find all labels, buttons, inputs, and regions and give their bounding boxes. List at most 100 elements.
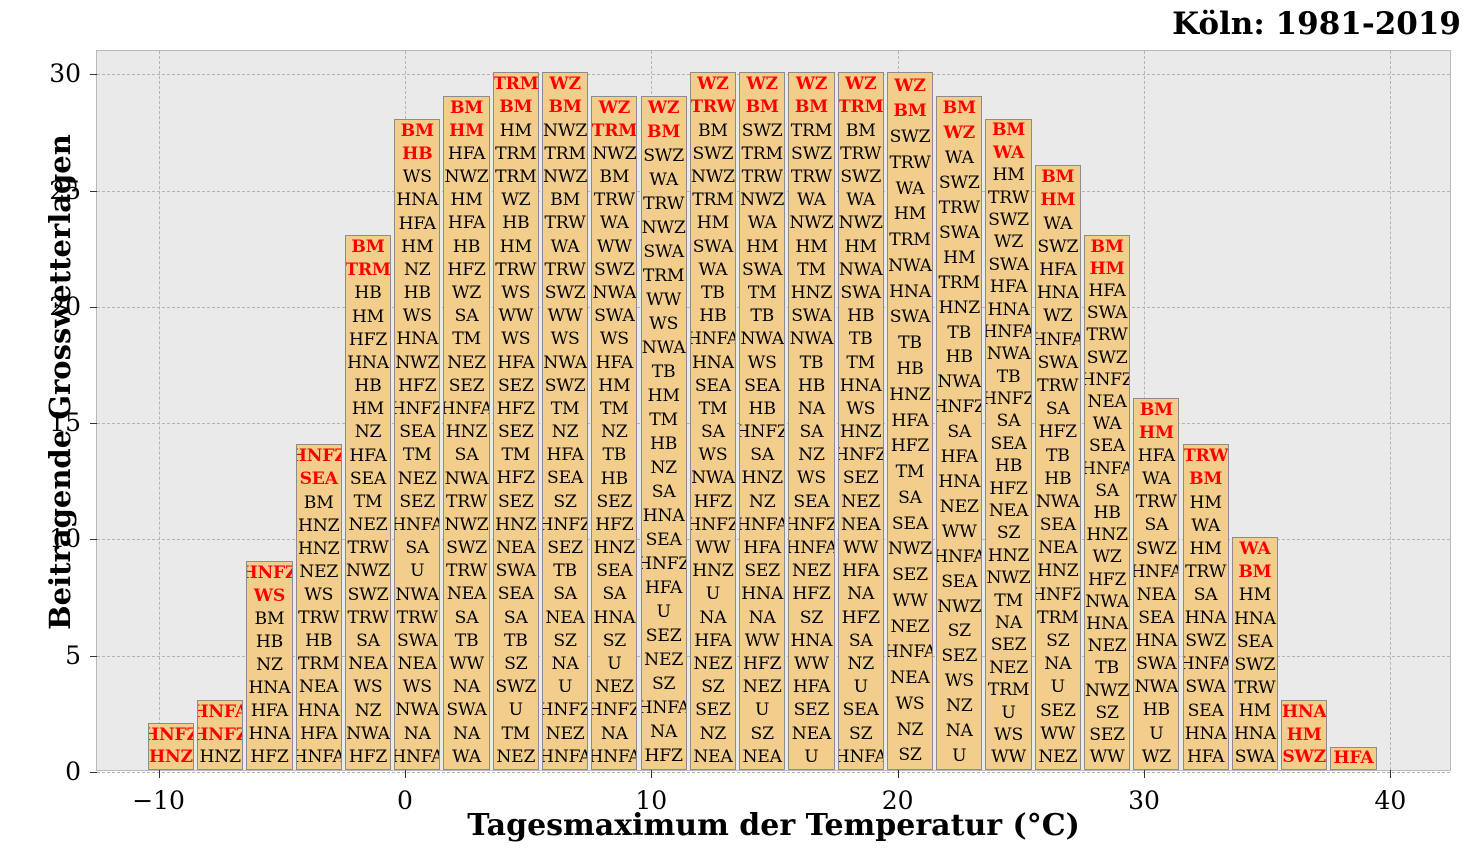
bar-segment-label: BM bbox=[794, 97, 829, 118]
bar-segment-label: HB bbox=[403, 283, 431, 304]
bar-segment-label: HM bbox=[499, 236, 532, 257]
x-gridline bbox=[158, 51, 160, 770]
bar-segment-label: BM bbox=[449, 97, 484, 118]
bar-segment-label: WA bbox=[895, 178, 925, 199]
bar-segment-label: HNA bbox=[642, 506, 685, 527]
bar-segment-label: SZ bbox=[750, 723, 775, 744]
bar-segment-label: HNFA bbox=[1133, 561, 1178, 582]
bar-segment-label: NZ bbox=[354, 700, 382, 721]
bar-segment-label: HFZ bbox=[693, 491, 733, 512]
bar-segment-label: NWA bbox=[1035, 491, 1080, 512]
bar-segment-label: HNFZ bbox=[247, 562, 291, 583]
x-tick-label: 40 bbox=[1374, 786, 1407, 815]
bar-segment-label: SA bbox=[947, 422, 972, 443]
bar-segment-label: SEZ bbox=[497, 491, 534, 512]
bar-segment-label: SA bbox=[799, 422, 824, 443]
bar-segment-label: NEZ bbox=[348, 515, 388, 536]
bar-segment-label: HNFZ bbox=[789, 514, 833, 535]
bar-segment-label: HFA bbox=[595, 352, 633, 373]
bar-segment-label: HNA bbox=[938, 471, 981, 492]
bar-segment-label: WZ bbox=[746, 74, 778, 95]
bar-segment-label: SWA bbox=[594, 306, 635, 327]
bar-segment-label: TM bbox=[550, 398, 580, 419]
bar-segment-label: HNA bbox=[987, 299, 1030, 320]
bar-segment-label: SA bbox=[1144, 515, 1169, 536]
x-tick-mark bbox=[897, 770, 899, 778]
bar-segment-label: TRW bbox=[1234, 677, 1276, 698]
bar-segment-label: WS bbox=[501, 329, 531, 350]
bar-segment-label: NWA bbox=[346, 723, 390, 744]
bar-segment-label: SZ bbox=[553, 491, 577, 512]
bar-segment-label: U bbox=[508, 700, 523, 721]
bar-segment-label: SWA bbox=[495, 561, 537, 582]
bar-segment-label: WW bbox=[449, 654, 484, 675]
bar-segment-label: BM bbox=[550, 190, 580, 211]
bar-segment-label: WW bbox=[498, 306, 534, 327]
bar-segment-label: WA bbox=[747, 213, 777, 234]
bar-segment-label: NA bbox=[995, 612, 1023, 633]
bar-segment-label: HM bbox=[1238, 700, 1271, 721]
bar-segment-label: HNA bbox=[839, 375, 882, 396]
bar-segment-label: WW bbox=[646, 290, 682, 311]
bar-segment-label: BM bbox=[1189, 469, 1223, 490]
bar-segment-label: TRW bbox=[889, 152, 931, 173]
bar-segment-label: SWZ bbox=[1037, 236, 1079, 257]
bar: WZ BM TRM SWZ TRW WA NWZ HM TM HNZ SWA NWA TB HB NA SA N… bbox=[788, 72, 835, 770]
bar-segment-label: HNA bbox=[248, 723, 291, 744]
bar: HNFZSEABMHNZHNZNEZWSTRWHBTRMNEAHNAHFAHNF… bbox=[295, 444, 342, 770]
bar-segment-label: HNZ bbox=[938, 297, 981, 318]
bar-segment-label: SEZ bbox=[497, 375, 534, 396]
bar-segment-label: HM bbox=[1238, 585, 1271, 606]
bar-segment-label: SWA bbox=[692, 236, 734, 257]
bar-segment-label: NWZ bbox=[789, 213, 834, 234]
bar-segment-label: HFZ bbox=[1038, 422, 1077, 443]
bar-segment-label: NWZ bbox=[444, 167, 489, 188]
bar-segment-label: NZ bbox=[748, 491, 776, 512]
bar-segment-label: WZ bbox=[697, 74, 729, 95]
bar-segment-label: HFZ bbox=[348, 746, 388, 767]
y-tick-label: 10 bbox=[49, 524, 81, 554]
bar-segment-label: NWZ bbox=[1085, 680, 1130, 701]
bar: HNFZWSBMHBNZHNAHFAHNAHFZ bbox=[246, 560, 293, 770]
bar-segment-label: TRW bbox=[1182, 446, 1229, 467]
bar-segment-label: HNZ bbox=[445, 422, 488, 443]
bar-segment-label: HNFA bbox=[295, 746, 341, 767]
bar-segment-label: TB bbox=[996, 366, 1021, 387]
bar-segment-label: HNFA bbox=[394, 514, 439, 535]
bar-segment-label: HNFA bbox=[591, 746, 636, 767]
bar-segment-label: NWZ bbox=[690, 167, 735, 187]
bar-segment-label: WA bbox=[698, 259, 728, 280]
bar-segment-label: HFA bbox=[1137, 446, 1175, 467]
bar-segment-label: WS bbox=[846, 398, 876, 419]
bar-segment-label: SZ bbox=[651, 674, 676, 695]
bar-segment-label: SEZ bbox=[793, 700, 830, 721]
bar-segment-label: SA bbox=[454, 445, 479, 466]
bar-segment-label: HFA bbox=[447, 213, 486, 234]
bar-segment-label: BM bbox=[1090, 236, 1124, 257]
bar-segment-label: HNA bbox=[1135, 631, 1178, 652]
bar-segment-label: TM bbox=[600, 398, 629, 419]
bar-segment-label: WA bbox=[1141, 469, 1171, 490]
bar-segment-label: WZ bbox=[894, 75, 926, 96]
bar-segment-label: HNFZ bbox=[543, 514, 587, 535]
bar-segment-label: HNFA bbox=[886, 642, 932, 663]
bar-segment-label: HNA bbox=[741, 584, 784, 605]
bar-segment-label: HNA bbox=[1086, 614, 1128, 635]
bar-segment-label: NWA bbox=[444, 468, 489, 489]
bar-segment-label: SEZ bbox=[744, 561, 780, 582]
bar-segment-label: HM bbox=[1189, 538, 1222, 559]
bar-segment-label: WW bbox=[547, 306, 583, 327]
bar-segment-label: BM bbox=[400, 120, 434, 141]
bar-segment-label: TM bbox=[994, 590, 1023, 611]
bar-segment-label: HNA bbox=[1281, 701, 1327, 722]
bar-segment-label: NEZ bbox=[1038, 746, 1078, 767]
bar-segment-label: TRM bbox=[1037, 607, 1079, 628]
bar: HNFAHNFZHNZ bbox=[197, 700, 244, 770]
bar-segment-label: NWZ bbox=[444, 514, 489, 535]
bar-segment-label: TRM bbox=[889, 230, 931, 251]
bar-segment-label: TRW bbox=[1086, 325, 1128, 346]
bar-segment-label: U bbox=[410, 561, 425, 582]
bar-segment-label: TRM bbox=[495, 143, 537, 164]
bar-segment-label: BM bbox=[991, 120, 1026, 141]
